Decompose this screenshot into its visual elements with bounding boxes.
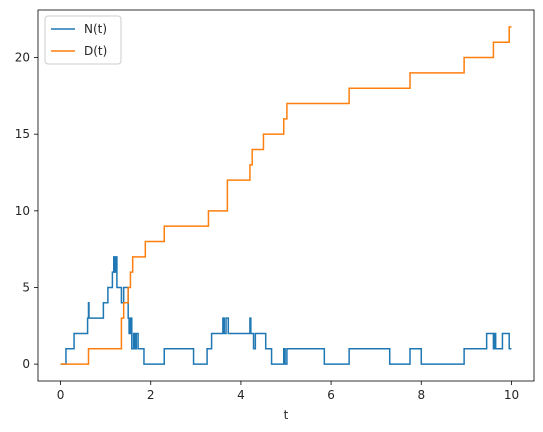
series-layer [60, 26, 512, 365]
x-tick-label: 8 [417, 388, 425, 402]
y-tick-label: 10 [15, 204, 30, 218]
y-tick-label: 15 [15, 127, 30, 141]
y-tick-label: 20 [15, 51, 30, 65]
legend-box [44, 15, 122, 65]
legend-label-n: N(t) [84, 22, 107, 36]
legend: N(t) D(t) [44, 15, 122, 65]
plot-background [38, 10, 534, 381]
y-tick-label: 0 [22, 357, 30, 371]
x-tick-label: 4 [237, 388, 245, 402]
y-tick-label: 5 [22, 280, 30, 294]
ticks-layer: 0 2 4 6 8 10 0 5 10 15 20 [15, 51, 519, 402]
x-tick-label: 10 [504, 388, 519, 402]
series-line-d [60, 26, 512, 365]
plot-frame [37, 9, 535, 382]
legend-label-d: D(t) [84, 44, 107, 58]
x-tick-label: 2 [147, 388, 155, 402]
x-axis-title: t [284, 408, 289, 422]
x-tick-label: 0 [57, 388, 65, 402]
x-tick-label: 6 [327, 388, 335, 402]
series-line-n [60, 256, 512, 365]
